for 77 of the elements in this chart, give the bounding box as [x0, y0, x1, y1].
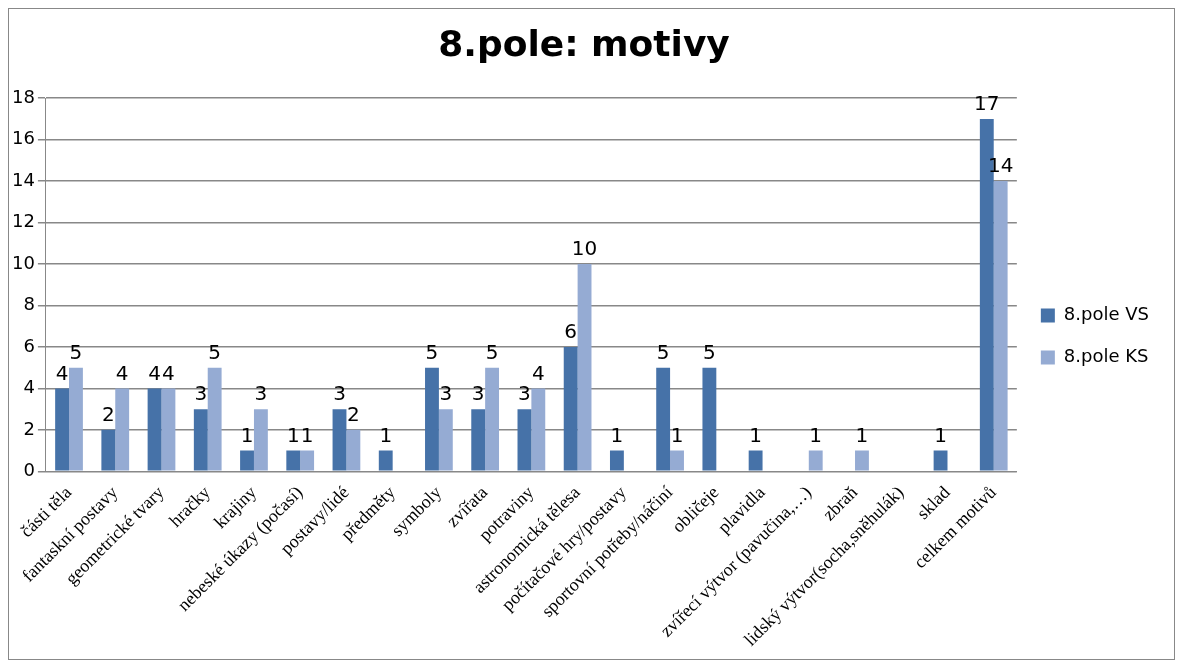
data-label: 3	[439, 381, 453, 406]
bar	[193, 409, 208, 471]
data-label: 1	[610, 422, 624, 447]
bar	[471, 409, 486, 471]
y-tick-label: 8	[23, 293, 35, 315]
data-label: 5	[485, 339, 499, 364]
data-label: 17	[974, 91, 1000, 116]
legend-label: 8.pole VS	[1063, 303, 1150, 325]
bar	[702, 367, 717, 471]
data-label: 4	[162, 360, 175, 385]
bar	[161, 388, 176, 471]
data-label: 1	[809, 422, 823, 447]
data-label: 4	[531, 360, 545, 385]
data-label: 3	[194, 381, 208, 406]
bar	[933, 450, 948, 471]
bar	[332, 409, 347, 471]
bar	[425, 367, 439, 471]
data-label: 3	[254, 381, 268, 406]
y-tick-label: 0	[23, 458, 35, 480]
bar	[207, 367, 222, 471]
data-label: 1	[240, 422, 254, 447]
bar	[101, 429, 116, 471]
data-label: 1	[286, 422, 300, 447]
data-label: 1	[300, 422, 314, 447]
bar	[656, 367, 671, 471]
y-tick-label: 4	[23, 376, 35, 398]
data-label: 3	[471, 381, 485, 406]
data-label: 5	[208, 339, 222, 364]
y-tick-label: 14	[12, 168, 35, 190]
data-label: 2	[101, 402, 115, 427]
data-label: 5	[656, 339, 670, 364]
data-label: 2	[347, 402, 360, 427]
data-label: 3	[518, 381, 531, 406]
data-label: 4	[148, 360, 161, 385]
y-tick-label: 16	[12, 127, 35, 149]
bar	[517, 409, 532, 471]
data-label: 1	[934, 422, 947, 447]
bar	[531, 388, 546, 471]
data-label: 1	[379, 422, 393, 447]
y-tick-label: 2	[23, 417, 35, 439]
data-label: 1	[749, 422, 762, 447]
bar	[748, 450, 763, 471]
bar	[993, 181, 1008, 471]
bar	[346, 429, 361, 471]
bar	[55, 388, 70, 471]
bar	[563, 346, 578, 471]
y-tick-label: 18	[12, 85, 35, 107]
bar	[286, 450, 301, 471]
y-tick-label: 12	[12, 210, 35, 232]
bar	[670, 450, 684, 471]
bar	[808, 450, 823, 471]
data-label: 3	[333, 381, 346, 406]
data-label: 5	[69, 339, 83, 364]
bar	[438, 409, 453, 471]
bar	[485, 367, 500, 471]
bar	[253, 409, 268, 471]
bar	[577, 264, 592, 471]
data-label: 1	[855, 422, 869, 447]
data-label: 4	[115, 360, 129, 385]
bar	[378, 450, 393, 471]
bar	[855, 450, 869, 471]
legend-label: 8.pole KS	[1063, 345, 1149, 367]
bar	[147, 388, 162, 471]
bar	[240, 450, 254, 471]
data-label: 5	[425, 339, 439, 364]
data-label: 10	[571, 236, 598, 261]
bar	[115, 388, 130, 471]
y-tick-label: 6	[23, 334, 35, 356]
bar	[69, 367, 83, 471]
bar	[300, 450, 315, 471]
data-label: 5	[703, 339, 716, 364]
data-label: 1	[670, 422, 684, 447]
data-label: 6	[564, 319, 578, 344]
chart-title: 8.pole: motivy	[438, 22, 730, 64]
y-tick-label: 10	[12, 251, 35, 273]
bar	[609, 450, 624, 471]
data-label: 4	[55, 360, 69, 385]
